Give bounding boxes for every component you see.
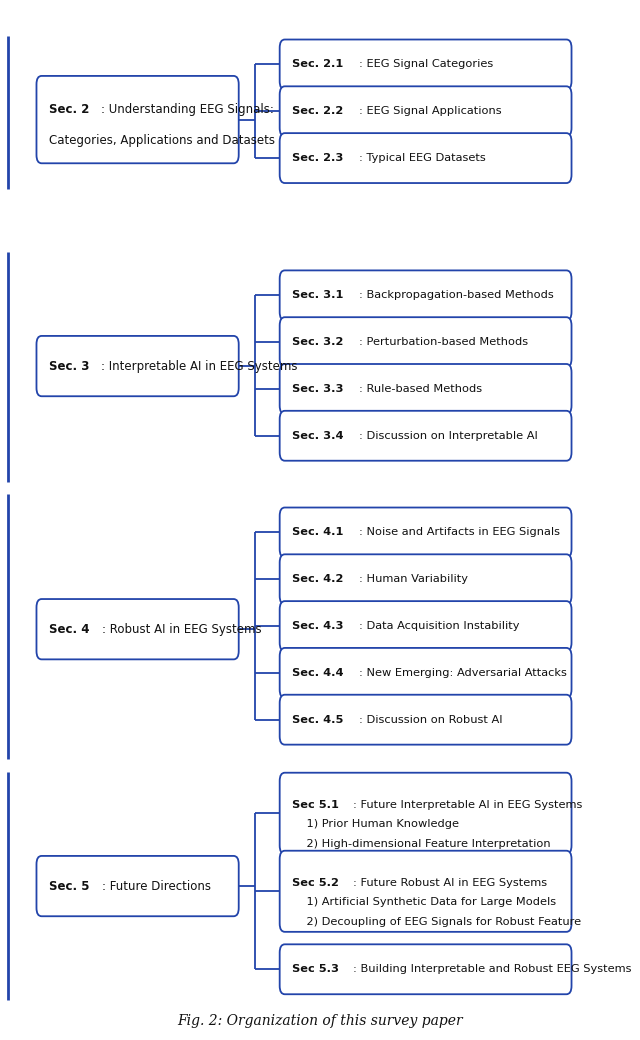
Text: Sec. 3: Sec. 3: [49, 360, 90, 372]
FancyBboxPatch shape: [280, 851, 572, 932]
Text: Sec. 2.2: Sec. 2.2: [292, 106, 344, 116]
FancyBboxPatch shape: [280, 554, 572, 604]
FancyBboxPatch shape: [280, 86, 572, 136]
Text: Sec. 2.1: Sec. 2.1: [292, 59, 344, 70]
FancyBboxPatch shape: [280, 508, 572, 557]
Text: : EEG Signal Applications: : EEG Signal Applications: [358, 106, 501, 116]
FancyBboxPatch shape: [280, 133, 572, 183]
Text: Sec. 3.1: Sec. 3.1: [292, 290, 344, 301]
Text: 1) Artificial Synthetic Data for Large Models: 1) Artificial Synthetic Data for Large M…: [292, 898, 557, 907]
Text: : Discussion on Interpretable AI: : Discussion on Interpretable AI: [359, 431, 538, 441]
FancyBboxPatch shape: [36, 76, 239, 163]
Text: : Future Directions: : Future Directions: [102, 880, 211, 892]
FancyBboxPatch shape: [280, 411, 572, 461]
Text: Sec. 4.5: Sec. 4.5: [292, 714, 344, 725]
Text: Sec 5.1: Sec 5.1: [292, 800, 339, 810]
Text: : Typical EEG Datasets: : Typical EEG Datasets: [359, 153, 486, 163]
Text: Sec. 5: Sec. 5: [49, 880, 90, 892]
Text: : Backpropagation-based Methods: : Backpropagation-based Methods: [359, 290, 554, 301]
Text: Sec 5.3: Sec 5.3: [292, 964, 339, 974]
FancyBboxPatch shape: [280, 317, 572, 367]
FancyBboxPatch shape: [36, 336, 239, 396]
FancyBboxPatch shape: [280, 944, 572, 994]
Text: : Human Variability: : Human Variability: [359, 574, 468, 584]
Text: : Future Robust AI in EEG Systems: : Future Robust AI in EEG Systems: [353, 878, 547, 888]
FancyBboxPatch shape: [36, 599, 239, 659]
Text: Sec. 4.3: Sec. 4.3: [292, 621, 344, 631]
Text: 2) High-dimensional Feature Interpretation: 2) High-dimensional Feature Interpretati…: [292, 839, 551, 849]
Text: Categories, Applications and Datasets: Categories, Applications and Datasets: [49, 134, 275, 147]
Text: Sec. 4.2: Sec. 4.2: [292, 574, 344, 584]
Text: Sec. 4.1: Sec. 4.1: [292, 527, 344, 538]
FancyBboxPatch shape: [280, 40, 572, 89]
Text: Fig. 2: Organization of this survey paper: Fig. 2: Organization of this survey pape…: [177, 1014, 463, 1029]
FancyBboxPatch shape: [280, 270, 572, 320]
FancyBboxPatch shape: [36, 856, 239, 916]
Text: Sec. 4: Sec. 4: [49, 623, 90, 635]
FancyBboxPatch shape: [280, 601, 572, 651]
Text: Sec. 3.2: Sec. 3.2: [292, 337, 344, 347]
Text: : Data Acquisition Instability: : Data Acquisition Instability: [359, 621, 520, 631]
Text: Sec. 4.4: Sec. 4.4: [292, 668, 344, 678]
Text: Sec 5.2: Sec 5.2: [292, 878, 339, 888]
Text: : New Emerging: Adversarial Attacks: : New Emerging: Adversarial Attacks: [359, 668, 567, 678]
Text: : Interpretable AI in EEG Systems: : Interpretable AI in EEG Systems: [101, 360, 298, 372]
Text: : Perturbation-based Methods: : Perturbation-based Methods: [359, 337, 528, 347]
Text: 1) Prior Human Knowledge: 1) Prior Human Knowledge: [292, 820, 460, 829]
Text: 2) Decoupling of EEG Signals for Robust Feature: 2) Decoupling of EEG Signals for Robust …: [292, 917, 582, 927]
Text: : Discussion on Robust AI: : Discussion on Robust AI: [359, 714, 502, 725]
Text: : Robust AI in EEG Systems: : Robust AI in EEG Systems: [102, 623, 261, 635]
FancyBboxPatch shape: [280, 695, 572, 745]
Text: Sec. 2.3: Sec. 2.3: [292, 153, 344, 163]
Text: : Noise and Artifacts in EEG Signals: : Noise and Artifacts in EEG Signals: [359, 527, 560, 538]
FancyBboxPatch shape: [280, 648, 572, 698]
Text: Sec. 2: Sec. 2: [49, 103, 90, 115]
Text: : Building Interpretable and Robust EEG Systems: : Building Interpretable and Robust EEG …: [353, 964, 632, 974]
Text: Sec. 3.4: Sec. 3.4: [292, 431, 344, 441]
Text: : Understanding EEG Signals:: : Understanding EEG Signals:: [101, 103, 275, 115]
Text: Sec. 3.3: Sec. 3.3: [292, 384, 344, 394]
Text: : EEG Signal Categories: : EEG Signal Categories: [358, 59, 493, 70]
Text: : Future Interpretable AI in EEG Systems: : Future Interpretable AI in EEG Systems: [353, 800, 582, 810]
Text: : Rule-based Methods: : Rule-based Methods: [359, 384, 482, 394]
FancyBboxPatch shape: [280, 364, 572, 414]
FancyBboxPatch shape: [280, 773, 572, 854]
